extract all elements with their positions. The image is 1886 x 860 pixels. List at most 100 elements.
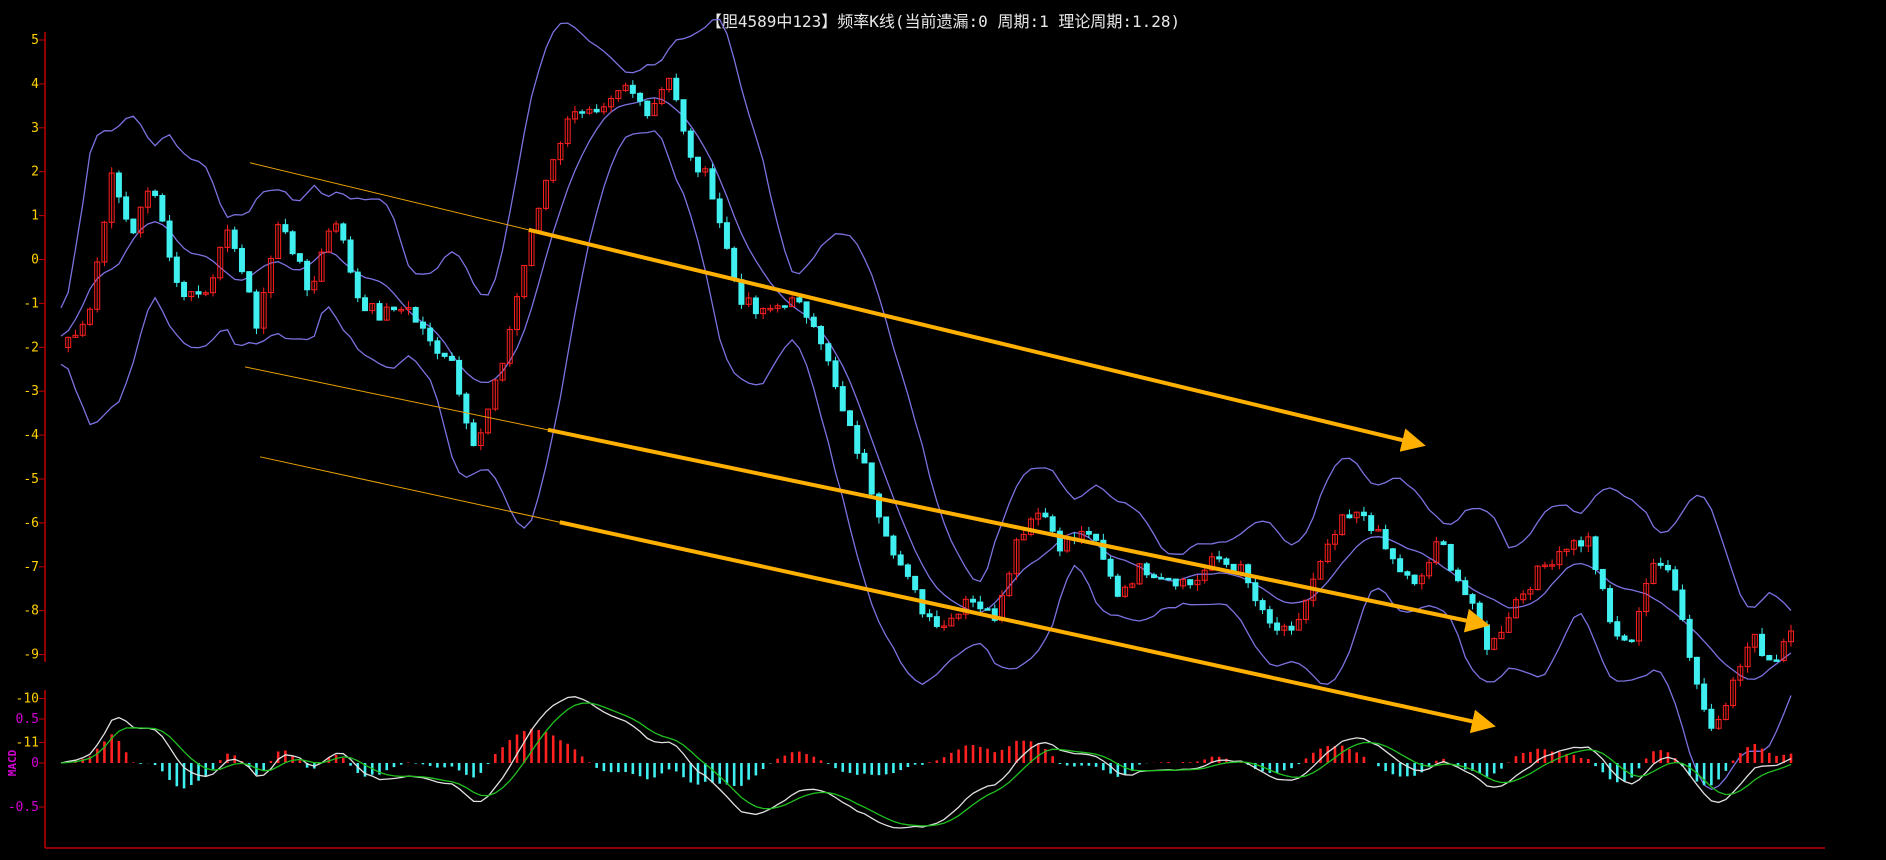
candle-body (948, 617, 955, 627)
candle-body (1628, 639, 1635, 643)
candle-body (173, 256, 180, 283)
candle-body (789, 297, 796, 308)
candle-body (1303, 599, 1310, 620)
y-tick-label: -4 (23, 428, 39, 443)
y-tick-label: -11 (16, 735, 39, 750)
y-tick-label: -5 (23, 472, 39, 487)
candle-body (1114, 575, 1121, 597)
candle-body (333, 223, 340, 232)
candle-body (1136, 563, 1143, 585)
candle-body (485, 408, 492, 434)
candle-body (984, 608, 991, 611)
candle-body (629, 84, 636, 94)
candle-body (65, 336, 72, 348)
lower-trend-line-thin (259, 456, 560, 523)
candle-body (615, 90, 622, 100)
candle-body (861, 452, 868, 464)
candle-body (1129, 583, 1136, 588)
lower-band-line (60, 130, 1792, 791)
candle-body (492, 379, 499, 410)
candle-body (1491, 638, 1498, 650)
candle-body (1158, 577, 1165, 580)
candle-body (991, 608, 998, 621)
candle-body (195, 291, 202, 295)
candle-body (1708, 708, 1715, 729)
candle-body (72, 334, 79, 338)
candle-body (1418, 575, 1425, 585)
candle-body (1751, 633, 1758, 648)
candle-body (1013, 539, 1020, 575)
y-tick-label: -10 (16, 692, 39, 707)
candle-body (1339, 514, 1346, 536)
macd-dea-line (60, 702, 1792, 827)
candle-body (926, 613, 933, 618)
candle-body (1563, 548, 1570, 553)
candle-body (376, 303, 383, 321)
candle-body (542, 179, 549, 209)
candle-body (586, 108, 593, 114)
lower-trend-line (559, 520, 1496, 734)
candle-body (463, 393, 470, 424)
candle-body (1426, 562, 1433, 577)
candle-body (1223, 558, 1230, 565)
candle-body (1730, 679, 1737, 707)
candle-body (115, 172, 122, 198)
candle-body (101, 221, 108, 263)
candle-body (1570, 540, 1577, 550)
candle-body (875, 493, 882, 518)
candle-body (1042, 512, 1049, 518)
candle-body (1353, 511, 1360, 519)
candle-body (1679, 589, 1686, 620)
candle-body (1027, 518, 1034, 535)
candle-body (1331, 534, 1338, 545)
candle-body (694, 156, 701, 173)
candle-body (1056, 530, 1063, 552)
candle-body (477, 432, 484, 447)
candle-body (1397, 558, 1404, 573)
candle-body (1773, 659, 1780, 662)
candle-body (1462, 580, 1469, 596)
candle-body (86, 308, 93, 325)
y-tick-label: 0 (31, 253, 39, 268)
candle-body (680, 99, 687, 132)
candle-body (1701, 683, 1708, 710)
candle-body (883, 516, 890, 537)
candle-body (108, 172, 115, 223)
candle-body (839, 386, 846, 412)
candle-body (470, 422, 477, 447)
candle-body (1259, 600, 1266, 611)
candle-body (304, 260, 311, 291)
candle-body (912, 575, 919, 591)
candle-body (651, 103, 658, 117)
candle-body (941, 625, 948, 628)
candle-body (1266, 609, 1273, 624)
candle-body (868, 462, 875, 495)
candle-body (933, 616, 940, 627)
candle-body (347, 239, 354, 273)
candle-body (296, 253, 303, 262)
y-tick-label: 2 (31, 165, 39, 180)
candle-body (637, 92, 644, 102)
candle-body (557, 142, 564, 161)
candle-body (977, 601, 984, 610)
candle-body (1693, 656, 1700, 685)
candle-body (390, 306, 397, 311)
candle-body (1541, 564, 1548, 568)
candle-body (803, 301, 810, 318)
candle-body (825, 343, 832, 362)
candle-body (405, 307, 412, 310)
candle-body (1614, 621, 1621, 637)
candle-body (253, 291, 260, 329)
candle-body (962, 598, 969, 615)
candle-body (1578, 540, 1585, 547)
candle-body (1093, 533, 1100, 541)
candle-body (1324, 543, 1331, 563)
candle-body (709, 168, 716, 200)
candle-body (1172, 578, 1179, 587)
candle-body (1686, 618, 1693, 658)
candle-body (1208, 556, 1215, 571)
candle-body (571, 111, 578, 120)
candle-body (282, 224, 289, 233)
candle-body (658, 89, 665, 105)
candle-body (1592, 536, 1599, 570)
